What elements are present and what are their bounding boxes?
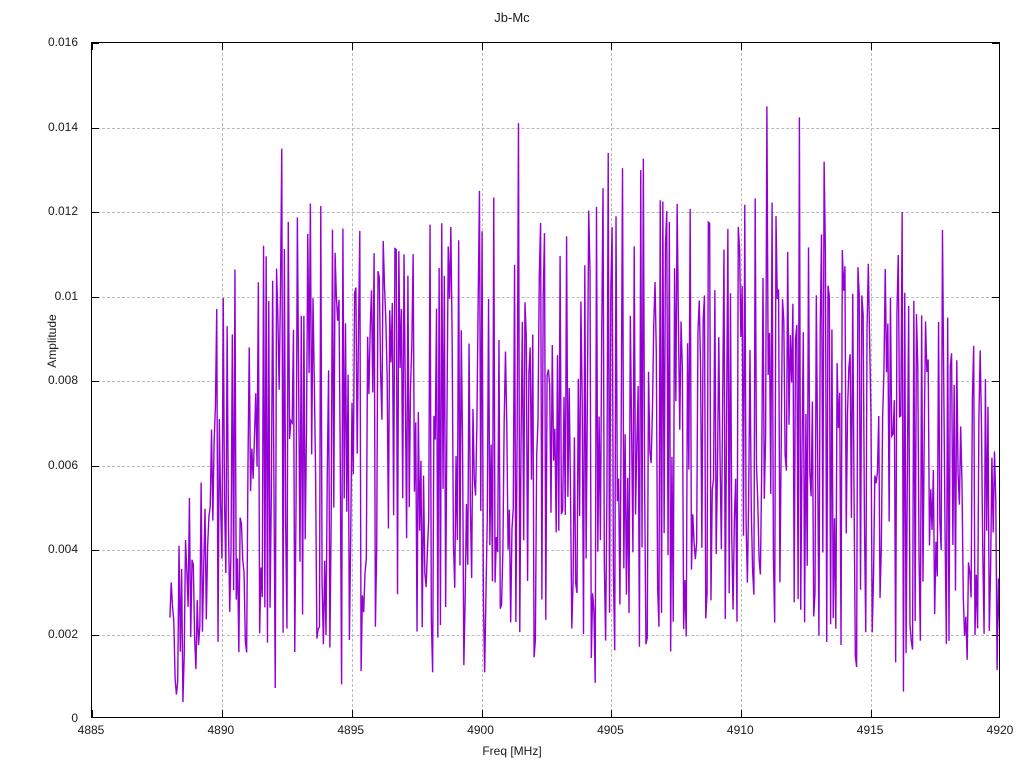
gridline-vertical [611,43,613,717]
tick-mark-y [92,381,99,382]
tick-mark-y [992,634,999,636]
y-tick-label: 0 [71,711,78,725]
tick-mark-y [992,127,999,129]
tick-mark-x [611,43,613,50]
tick-mark-x [481,710,483,717]
x-tick-label: 4915 [856,723,884,737]
y-axis-title: Amplitude [45,314,59,368]
x-tick-label: 4890 [207,723,235,737]
tick-mark-x [871,43,873,50]
tick-mark-y [992,43,999,44]
tick-mark-y [992,381,999,382]
y-tick-label: 0.008 [47,373,78,387]
tick-mark-y [92,43,99,44]
y-tick-label: 0.01 [54,288,78,303]
x-tick-label: 4910 [726,723,754,737]
gridline-vertical [351,43,353,717]
gridline-horizontal [92,296,999,298]
tick-mark-y [92,296,99,298]
tick-mark-x [351,710,353,717]
tick-mark-y [92,550,99,551]
tick-mark-y [92,465,99,467]
gridline-vertical [741,43,743,717]
y-tick-label: 0.014 [47,119,78,134]
x-tick-label: 4895 [337,723,365,737]
y-tick-label: 0.004 [47,542,78,556]
tick-mark-y [92,127,99,129]
x-tick-label: 4905 [597,723,624,737]
x-tick-label: 4920 [986,723,1014,737]
tick-mark-x [92,43,93,50]
tick-mark-x [871,710,873,717]
plot-area [91,42,1000,718]
y-tick-label: 0.006 [47,457,78,472]
spectrum-trace [169,106,999,703]
y-tick-label: 0.012 [47,204,78,218]
tick-mark-x [221,710,223,717]
x-axis-title: Freq [MHz] [482,744,542,758]
gridline-horizontal [92,127,999,129]
y-tick-label: 0.016 [47,35,78,49]
tick-mark-x [92,710,93,717]
gridline-horizontal [92,212,999,213]
tick-mark-x [611,710,613,717]
x-tick-label: 4885 [77,723,105,737]
tick-mark-y [992,296,999,298]
tick-mark-x [221,43,223,50]
spectrum-line [169,106,999,703]
y-tick-label: 0.002 [47,626,78,641]
x-tick-label: 4900 [467,723,494,737]
tick-mark-x [741,710,743,717]
tick-mark-y [992,212,999,213]
tick-mark-x [351,43,353,50]
page-title: Jb-Mc [494,10,530,25]
tick-mark-x [741,43,743,50]
gridline-horizontal [92,634,999,636]
tick-mark-y [92,634,99,636]
tick-mark-x [481,43,483,50]
gridline-vertical [871,43,873,717]
tick-mark-y [92,212,99,213]
